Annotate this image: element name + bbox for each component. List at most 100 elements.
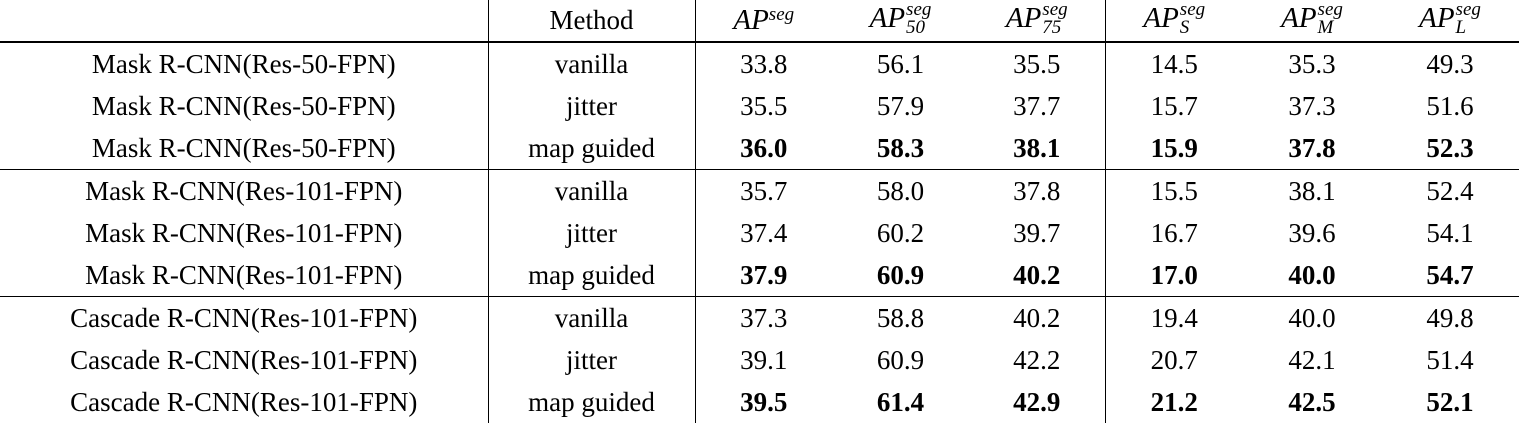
value-cell: 54.1 — [1426, 217, 1474, 248]
model-cell: Cascade R-CNN(Res-101-FPN) — [70, 344, 418, 375]
method-cell: vanilla — [487, 42, 695, 85]
value-cell: 37.7 — [1013, 90, 1061, 121]
method-cell: jitter — [487, 212, 695, 254]
method-cell: jitter — [487, 339, 695, 381]
value-cell: 37.8 — [969, 169, 1105, 212]
value-cell: 15.7 — [1104, 85, 1243, 127]
table-row: Mask R-CNN(Res-50-FPN) vanilla 33.8 56.1 35.… — [0, 42, 1519, 85]
metric-base: AP — [1419, 2, 1455, 35]
value-cell: 39.6 — [1288, 217, 1336, 248]
value-cell: 37.9 — [694, 254, 832, 297]
value-cell: 38.1 — [1013, 132, 1061, 163]
value-cell: 37.3 — [1288, 90, 1336, 121]
model-cell: Mask R-CNN(Res-101-FPN) — [85, 259, 403, 290]
value-cell: 58.0 — [832, 169, 969, 212]
metric-sup: seg — [906, 0, 932, 20]
table-body: Mask R-CNN(Res-50-FPN) vanilla 33.8 56.1 35.… — [0, 42, 1519, 423]
model-cell: Cascade R-CNN(Res-101-FPN) — [0, 296, 488, 339]
metric-scripts: seg 50 — [906, 0, 932, 37]
metric-base: AP — [1143, 2, 1179, 35]
value-cell: 42.5 — [1288, 386, 1336, 417]
metric-base: AP — [733, 4, 769, 36]
value-cell: 61.4 — [876, 386, 925, 417]
value-cell: 52.3 — [1426, 132, 1474, 163]
model-cell: Mask R-CNN(Res-50-FPN) — [91, 90, 396, 121]
metric-sup: seg — [1042, 0, 1068, 20]
value-cell: 52.4 — [1381, 169, 1519, 212]
value-cell: 17.0 — [1104, 254, 1243, 297]
value-cell: 35.3 — [1288, 48, 1336, 79]
value-cell: 15.9 — [1104, 127, 1243, 170]
model-cell: Mask R-CNN(Res-50-FPN) — [91, 132, 396, 163]
metric-scripts: seg L — [1455, 0, 1481, 38]
value-cell: 15.5 — [1104, 169, 1243, 212]
model-cell: Mask R-CNN(Res-101-FPN) — [0, 169, 488, 212]
value-cell: 35.7 — [694, 169, 832, 212]
method-cell: jitter — [487, 85, 695, 127]
value-cell: 60.2 — [876, 217, 925, 248]
metric-sup: seg — [1317, 0, 1343, 20]
method-cell: map guided — [487, 127, 695, 170]
value-cell: 37.3 — [694, 296, 832, 339]
value-cell: 20.7 — [1104, 339, 1243, 381]
header-cell: AP seg 75 — [969, 0, 1105, 43]
value-cell: 58.3 — [876, 132, 925, 163]
metric-sub: L — [1455, 16, 1467, 38]
value-cell: 60.9 — [876, 344, 925, 375]
value-cell: 52.1 — [1426, 386, 1474, 417]
metric-scripts: seg S — [1179, 0, 1206, 38]
header-cell: AP seg 50 — [832, 0, 969, 43]
value-cell: 40.2 — [1013, 259, 1061, 290]
value-cell: 35.5 — [694, 85, 832, 127]
table-row: Mask R-CNN(Res-101-FPN) jitter 37.4 60.2 39.… — [0, 212, 1519, 254]
metric-sup: seg — [768, 4, 795, 25]
value-cell: 42.9 — [1013, 386, 1061, 417]
value-cell: 36.0 — [694, 127, 832, 170]
table-row: Mask R-CNN(Res-50-FPN) jitter 35.5 57.9 37.7… — [0, 85, 1519, 127]
value-cell: 42.1 — [1288, 344, 1336, 375]
metric-scripts: seg 75 — [1042, 0, 1068, 38]
value-cell: 51.6 — [1426, 90, 1474, 121]
value-cell: 60.9 — [876, 259, 925, 290]
value-cell: 40.0 — [1243, 296, 1381, 339]
model-cell: Mask R-CNN(Res-101-FPN) — [85, 217, 403, 248]
value-cell: 49.3 — [1426, 48, 1474, 79]
method-cell: vanilla — [487, 296, 695, 339]
value-cell: 19.4 — [1104, 296, 1243, 339]
value-cell: 40.2 — [969, 296, 1105, 339]
value-cell: 42.2 — [1013, 344, 1061, 375]
metric-sup: seg — [1455, 0, 1481, 20]
value-cell: 38.1 — [1243, 169, 1381, 212]
table-row: Cascade R-CNN(Res-101-FPN) map guided 39.5… — [0, 381, 1519, 423]
table-header: Method APseg AP seg 50 AP seg 75 AP seg S AP seg M AP… — [0, 0, 1519, 43]
table-row: Mask R-CNN(Res-101-FPN) vanilla 35.7 58.0 37… — [0, 169, 1519, 212]
metric-base: AP — [869, 2, 906, 35]
metric-sub: 75 — [1042, 16, 1062, 38]
header-cell: AP seg S — [1104, 0, 1243, 43]
metric-base: AP — [1281, 2, 1317, 35]
metric-base: AP — [1005, 2, 1042, 35]
metric-sup: seg — [1179, 0, 1206, 20]
method-cell: map guided — [487, 381, 695, 423]
value-cell: 16.7 — [1104, 212, 1243, 254]
header-cell: Method — [487, 0, 695, 43]
value-cell: 49.8 — [1381, 296, 1519, 339]
table-row: Cascade R-CNN(Res-101-FPN) vanilla 37.3 58.… — [0, 296, 1519, 339]
value-cell: 37.8 — [1288, 132, 1336, 163]
table-row: Mask R-CNN(Res-101-FPN) map guided 37.9 60.… — [0, 254, 1519, 297]
header-row: Method APseg AP seg 50 AP seg 75 AP seg S AP seg M AP… — [0, 0, 1519, 43]
header-cell: AP seg M — [1243, 0, 1381, 43]
value-cell: 37.4 — [694, 212, 832, 254]
value-cell: 39.5 — [694, 381, 832, 423]
value-cell: 40.0 — [1288, 259, 1336, 290]
value-cell: 51.4 — [1426, 344, 1474, 375]
value-cell: 54.7 — [1426, 259, 1474, 290]
metric-scripts: seg M — [1317, 0, 1343, 37]
metric-sub: S — [1179, 16, 1190, 38]
value-cell: 57.9 — [876, 90, 925, 121]
value-cell: 39.7 — [1013, 217, 1061, 248]
table-row: Mask R-CNN(Res-50-FPN) map guided 36.0 58.3… — [0, 127, 1519, 170]
model-cell: Cascade R-CNN(Res-101-FPN) — [70, 386, 418, 417]
value-cell: 56.1 — [876, 48, 925, 79]
